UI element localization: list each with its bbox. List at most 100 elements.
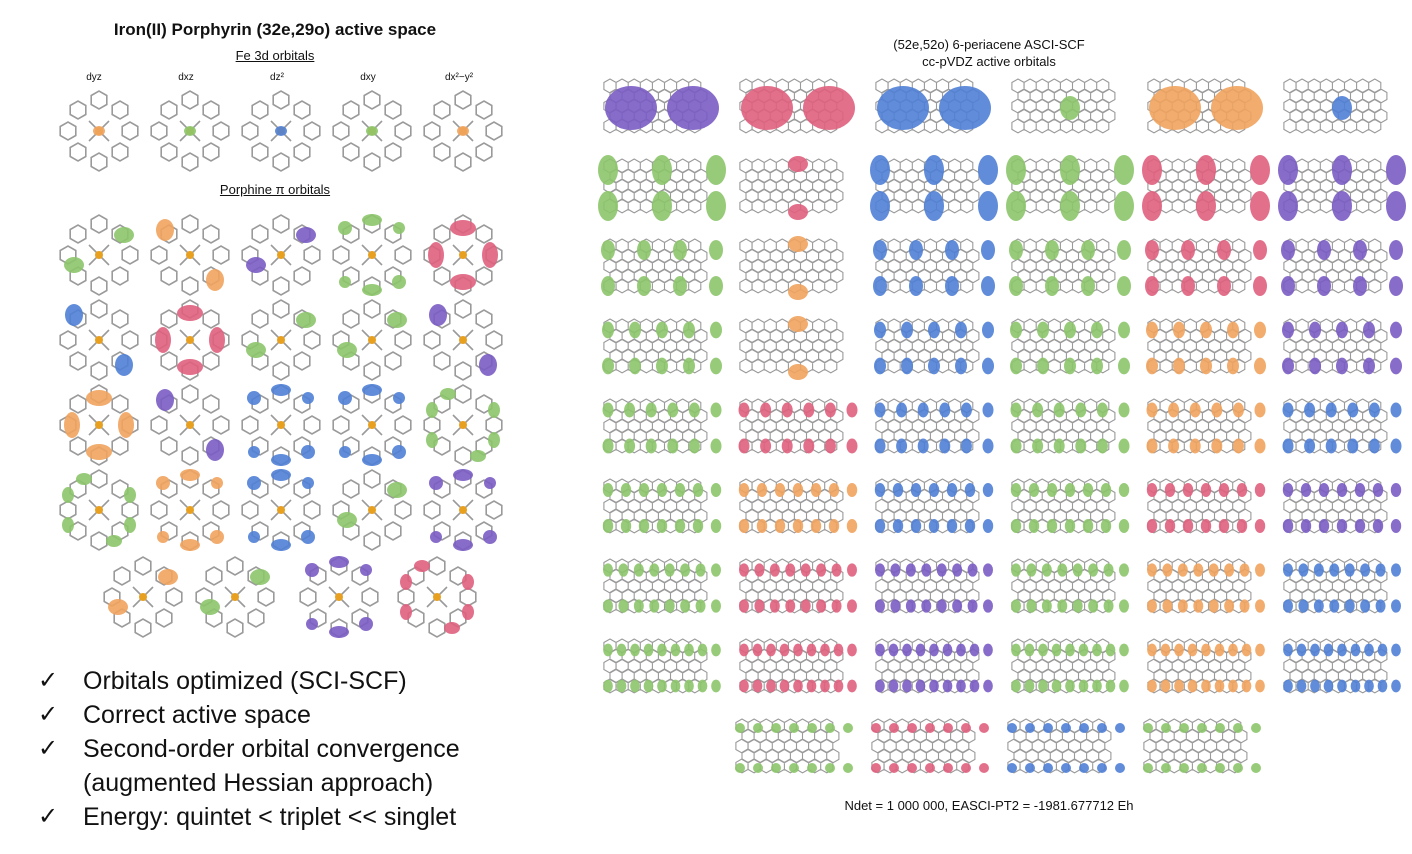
porphyrin-orbital-plot bbox=[423, 214, 503, 296]
periacene-orbital-plot bbox=[1143, 718, 1261, 774]
periacene-orbital-plot bbox=[602, 478, 722, 534]
periacene-orbital-plot bbox=[739, 78, 855, 134]
porphyrin-orbital-plot bbox=[59, 90, 139, 172]
porphyrin-orbital-plot bbox=[397, 556, 477, 638]
periacene-orbital-plot bbox=[598, 155, 726, 221]
bullet-item: ✓ Energy: quintet < triplet << singlet bbox=[38, 800, 578, 834]
porphyrin-orbital-plot bbox=[241, 214, 321, 296]
check-icon: ✓ bbox=[38, 701, 59, 728]
periacene-orbital-plot bbox=[1146, 318, 1266, 375]
periacene-orbital-plot bbox=[603, 558, 721, 614]
periacene-orbital-plot bbox=[1142, 155, 1270, 221]
periacene-orbital-plot bbox=[603, 638, 721, 694]
periacene-orbital-plot bbox=[602, 318, 722, 375]
d-label-dz2: dz² bbox=[270, 72, 284, 83]
periacene-orbital-plot bbox=[875, 558, 993, 614]
porphine-pi-heading: Porphine π orbitals bbox=[219, 182, 331, 197]
periacene-orbital-plot bbox=[1011, 78, 1116, 134]
d-label-dx2y2: dx²−y² bbox=[444, 72, 474, 83]
periacene-orbital-plot bbox=[1147, 638, 1265, 694]
periacene-orbital-plot bbox=[1283, 78, 1388, 134]
d-label-dxy: dxy bbox=[360, 72, 376, 83]
porphyrin-orbital-plot bbox=[241, 384, 321, 466]
porphyrin-orbital-plot bbox=[241, 299, 321, 381]
bullet-item: ✓ Orbitals optimized (SCI-SCF) bbox=[38, 664, 578, 698]
periacene-orbital-plot bbox=[1011, 558, 1129, 614]
periacene-orbital-plot bbox=[1147, 78, 1263, 134]
porphyrin-orbital-plot bbox=[150, 469, 230, 551]
porphyrin-panel: Iron(II) Porphyrin (32e,29o) active spac… bbox=[38, 0, 520, 854]
periacene-orbital-plot bbox=[1281, 238, 1403, 296]
porphyrin-orbital-plot bbox=[150, 214, 230, 296]
periacene-orbital-plot bbox=[1145, 238, 1267, 296]
periacene-orbital-plot bbox=[739, 316, 844, 380]
periacene-orbital-plot bbox=[601, 238, 723, 296]
porphyrin-orbital-plot bbox=[59, 469, 139, 551]
bullet-list: ✓ Orbitals optimized (SCI-SCF) ✓ Correct a… bbox=[38, 664, 578, 834]
bullet-item: ✓ Correct active space bbox=[38, 698, 578, 732]
periacene-orbital-plot bbox=[1010, 318, 1130, 375]
periacene-orbital-plot bbox=[870, 155, 998, 221]
porphyrin-orbital-plot bbox=[332, 384, 412, 466]
periacene-orbital-plot bbox=[871, 718, 989, 774]
porphyrin-orbital-plot bbox=[423, 299, 503, 381]
periacene-orbital-plot bbox=[1006, 155, 1134, 221]
porphyrin-orbital-plot bbox=[103, 556, 183, 638]
d-label-dyz: dyz bbox=[86, 72, 102, 83]
periacene-orbital-plot bbox=[1146, 398, 1266, 454]
periacene-orbital-plot bbox=[1010, 478, 1130, 534]
periacene-orbital-plot bbox=[1283, 558, 1401, 614]
porphyrin-orbital-plot bbox=[299, 556, 379, 638]
periacene-orbital-plot bbox=[739, 156, 844, 220]
periacene-orbital-plot bbox=[735, 718, 853, 774]
porphyrin-orbital-plot bbox=[150, 90, 230, 172]
check-icon: ✓ bbox=[38, 803, 59, 830]
porphyrin-orbital-plot bbox=[332, 469, 412, 551]
periacene-orbital-plot bbox=[1147, 558, 1265, 614]
porphyrin-orbital-plot bbox=[423, 469, 503, 551]
periacene-orbital-plot bbox=[1282, 478, 1402, 534]
check-icon: ✓ bbox=[38, 667, 59, 694]
periacene-panel: (52e,52o) 6-periacene ASCI-SCF cc-pVDZ a… bbox=[594, 0, 1412, 854]
porphyrin-orbital-plot bbox=[332, 214, 412, 296]
periacene-orbital-plot bbox=[874, 318, 994, 375]
periacene-orbital-plot bbox=[1278, 155, 1406, 221]
periacene-orbital-plot bbox=[1010, 398, 1130, 454]
periacene-orbital-plot bbox=[739, 638, 857, 694]
asci-footnote: Ndet = 1 000 000, EASCI-PT2 = -1981.6777… bbox=[844, 798, 1134, 813]
porphyrin-orbital-plot bbox=[150, 299, 230, 381]
periacene-orbital-plot bbox=[1011, 638, 1129, 694]
periacene-orbital-plot bbox=[738, 478, 858, 534]
periacene-orbital-plot bbox=[1009, 238, 1131, 296]
porphyrin-orbital-plot bbox=[59, 214, 139, 296]
periacene-orbital-plot bbox=[739, 558, 857, 614]
periacene-orbital-plot bbox=[1282, 398, 1402, 454]
periacene-orbital-plot bbox=[738, 398, 858, 454]
porphyrin-orbital-plot bbox=[423, 90, 503, 172]
periacene-orbital-plot bbox=[1283, 638, 1401, 694]
porphyrin-orbital-plot bbox=[332, 299, 412, 381]
porphyrin-orbital-plot bbox=[332, 90, 412, 172]
periacene-orbital-plot bbox=[602, 398, 722, 454]
periacene-orbital-plot bbox=[874, 398, 994, 454]
periacene-orbital-plot bbox=[1007, 718, 1125, 774]
bullet-item: ✓ Second-order orbital convergence bbox=[38, 732, 578, 766]
porphyrin-orbital-plot bbox=[241, 90, 321, 172]
porphyrin-orbital-plot bbox=[195, 556, 275, 638]
periacene-orbital-plot bbox=[874, 478, 994, 534]
periacene-title: (52e,52o) 6-periacene ASCI-SCF cc-pVDZ a… bbox=[893, 37, 1085, 69]
periacene-orbital-plot bbox=[875, 638, 993, 694]
periacene-orbital-plot bbox=[1146, 478, 1266, 534]
periacene-orbital-plot bbox=[1282, 318, 1402, 375]
porphyrin-orbital-plot bbox=[241, 469, 321, 551]
check-icon: ✓ bbox=[38, 735, 59, 762]
periacene-orbital-plot bbox=[873, 238, 995, 296]
porphyrin-orbital-plot bbox=[59, 384, 139, 466]
fe-3d-heading: Fe 3d orbitals bbox=[235, 48, 315, 63]
porphyrin-orbital-plot bbox=[59, 299, 139, 381]
periacene-orbital-plot bbox=[603, 78, 719, 134]
porphyrin-title: Iron(II) Porphyrin (32e,29o) active spac… bbox=[113, 20, 437, 39]
bullet-item-continued: (augmented Hessian approach) bbox=[83, 769, 434, 797]
porphyrin-orbital-plot bbox=[423, 384, 503, 466]
d-label-dxz: dxz bbox=[178, 72, 194, 83]
